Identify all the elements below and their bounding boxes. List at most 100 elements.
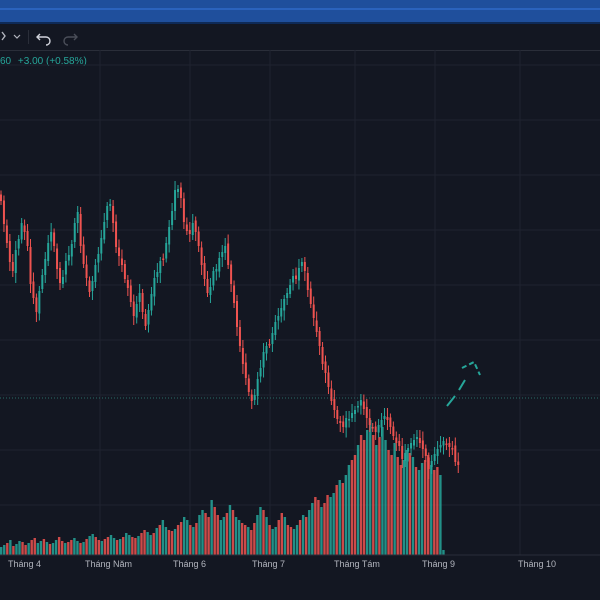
candle-body [398, 441, 401, 446]
candle-body [241, 348, 244, 364]
candle-body [356, 406, 359, 408]
volume-bar [402, 460, 405, 555]
candle-body [336, 410, 339, 419]
candle-body [410, 443, 413, 449]
volume-bar [85, 539, 88, 555]
volume-bar [292, 529, 296, 555]
volume-bar [79, 543, 82, 555]
candle-body [168, 227, 171, 245]
volume-bar [305, 517, 308, 555]
volume-bar [36, 543, 39, 555]
volume-bar [42, 539, 46, 555]
volume-bar [155, 528, 158, 555]
volume-bar [128, 535, 131, 555]
candle-body [413, 440, 415, 446]
volume-bar [158, 525, 161, 555]
candle-body [23, 225, 26, 232]
candle-body [29, 247, 32, 284]
candle-body [327, 372, 330, 387]
volume-bar [45, 542, 49, 555]
volume-bar [411, 457, 415, 555]
volume-bar [359, 435, 363, 555]
candle-body [5, 225, 8, 243]
candle-body [47, 243, 50, 261]
volume-bar [265, 517, 268, 555]
candle-body [115, 221, 118, 247]
candle-body [318, 331, 321, 346]
candle-body [312, 304, 315, 318]
candle-body [2, 200, 5, 224]
chart-style-button[interactable] [0, 28, 24, 46]
volume-bar [274, 527, 277, 555]
volume-bar [76, 541, 79, 555]
candle-body [209, 287, 212, 295]
candle-body [330, 388, 333, 401]
candle-body [194, 220, 197, 232]
candle-body [404, 453, 407, 461]
volume-bar [271, 529, 274, 555]
volume-bar [228, 505, 232, 555]
volume-bars [0, 420, 445, 555]
candle-body [439, 445, 442, 448]
volume-bar [381, 427, 384, 555]
volume-bar [320, 507, 323, 555]
candle-body [182, 198, 185, 222]
volume-bar [140, 533, 143, 555]
redo-button[interactable] [62, 28, 78, 46]
volume-bar [326, 495, 329, 555]
candle-body [88, 280, 91, 292]
volume-bar [106, 537, 110, 555]
volume-bar [436, 467, 439, 555]
volume-bar [369, 420, 372, 555]
volume-bar [247, 527, 250, 555]
volume-bar [170, 531, 174, 555]
candle-body [283, 299, 286, 311]
candle-body [94, 265, 97, 282]
candle-body [53, 232, 56, 246]
volume-bar [149, 535, 152, 555]
undo-button[interactable] [36, 28, 52, 46]
candle-body [236, 301, 238, 327]
candle-body [262, 352, 265, 368]
candle-body [292, 276, 295, 283]
volume-bar [375, 445, 378, 555]
volume-bar [167, 530, 171, 555]
candle-body [224, 246, 227, 253]
candle-body [14, 250, 17, 273]
candle-body [250, 394, 253, 401]
volume-bar [183, 517, 186, 555]
volume-bar [15, 544, 18, 555]
candle-body [303, 262, 306, 271]
volume-bar [399, 465, 402, 555]
candle-body [333, 399, 336, 410]
price-chart[interactable]: Tháng 4 Tháng Năm Tháng 6 Tháng 7 Tháng Tám T… [0, 50, 600, 580]
volume-bar [219, 520, 222, 555]
time-axis-label: Tháng 4 [8, 559, 41, 569]
volume-bar [433, 470, 436, 555]
candle-body [174, 190, 177, 211]
volume-bar [259, 507, 262, 555]
volume-bar [100, 541, 104, 555]
candle-body [17, 239, 20, 249]
volume-bar [439, 475, 442, 555]
volume-bar [164, 527, 168, 555]
candle-body [203, 263, 206, 279]
candle-body [118, 247, 120, 256]
volume-bar [289, 527, 293, 555]
volume-bar [64, 543, 67, 555]
candle-body [427, 457, 430, 469]
candle-body [351, 413, 354, 418]
volume-bar [207, 517, 210, 555]
volume-bar [396, 457, 399, 555]
volume-bar [417, 470, 421, 555]
candle-body [230, 264, 233, 284]
time-axis-label: Tháng 6 [173, 559, 206, 569]
volume-bar [301, 515, 305, 555]
volume-bar [143, 530, 146, 555]
candle-body [309, 288, 312, 304]
volume-bar [161, 520, 165, 555]
volume-bar [152, 533, 155, 555]
volume-bar [173, 529, 177, 555]
candle-body [156, 272, 159, 277]
candlesticks [0, 181, 460, 479]
